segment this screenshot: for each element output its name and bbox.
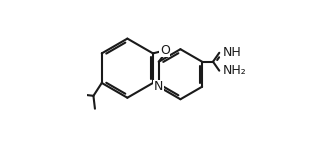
Text: O: O (160, 44, 170, 57)
Text: NH: NH (223, 46, 241, 59)
Text: NH₂: NH₂ (223, 64, 246, 77)
Text: N: N (154, 80, 163, 93)
